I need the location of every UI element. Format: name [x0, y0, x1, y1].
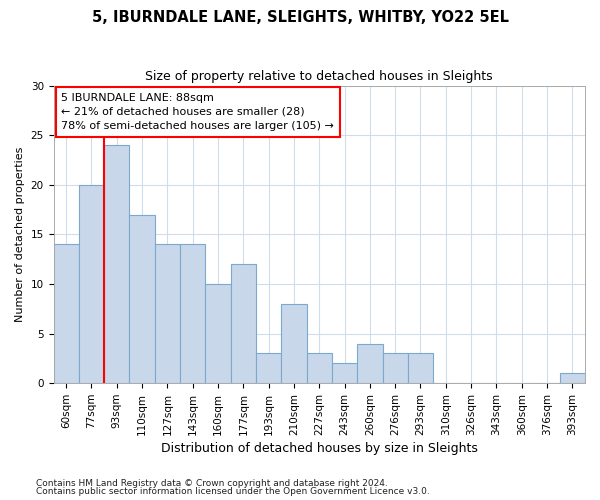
Bar	[256, 354, 281, 383]
Y-axis label: Number of detached properties: Number of detached properties	[15, 146, 25, 322]
Bar	[155, 244, 180, 383]
Bar	[408, 354, 433, 383]
Bar	[53, 244, 79, 383]
Bar	[205, 284, 230, 383]
Text: Contains HM Land Registry data © Crown copyright and database right 2024.: Contains HM Land Registry data © Crown c…	[36, 478, 388, 488]
Bar	[180, 244, 205, 383]
Text: 5 IBURNDALE LANE: 88sqm
← 21% of detached houses are smaller (28)
78% of semi-de: 5 IBURNDALE LANE: 88sqm ← 21% of detache…	[61, 93, 334, 131]
Title: Size of property relative to detached houses in Sleights: Size of property relative to detached ho…	[145, 70, 493, 83]
Text: Contains public sector information licensed under the Open Government Licence v3: Contains public sector information licen…	[36, 487, 430, 496]
Bar	[79, 185, 104, 383]
Bar	[357, 344, 383, 383]
Bar	[230, 264, 256, 383]
Bar	[104, 145, 130, 383]
Bar	[560, 374, 585, 383]
Bar	[281, 304, 307, 383]
Bar	[332, 364, 357, 383]
Text: 5, IBURNDALE LANE, SLEIGHTS, WHITBY, YO22 5EL: 5, IBURNDALE LANE, SLEIGHTS, WHITBY, YO2…	[91, 10, 509, 25]
Bar	[307, 354, 332, 383]
Bar	[130, 214, 155, 383]
X-axis label: Distribution of detached houses by size in Sleights: Distribution of detached houses by size …	[161, 442, 478, 455]
Bar	[383, 354, 408, 383]
